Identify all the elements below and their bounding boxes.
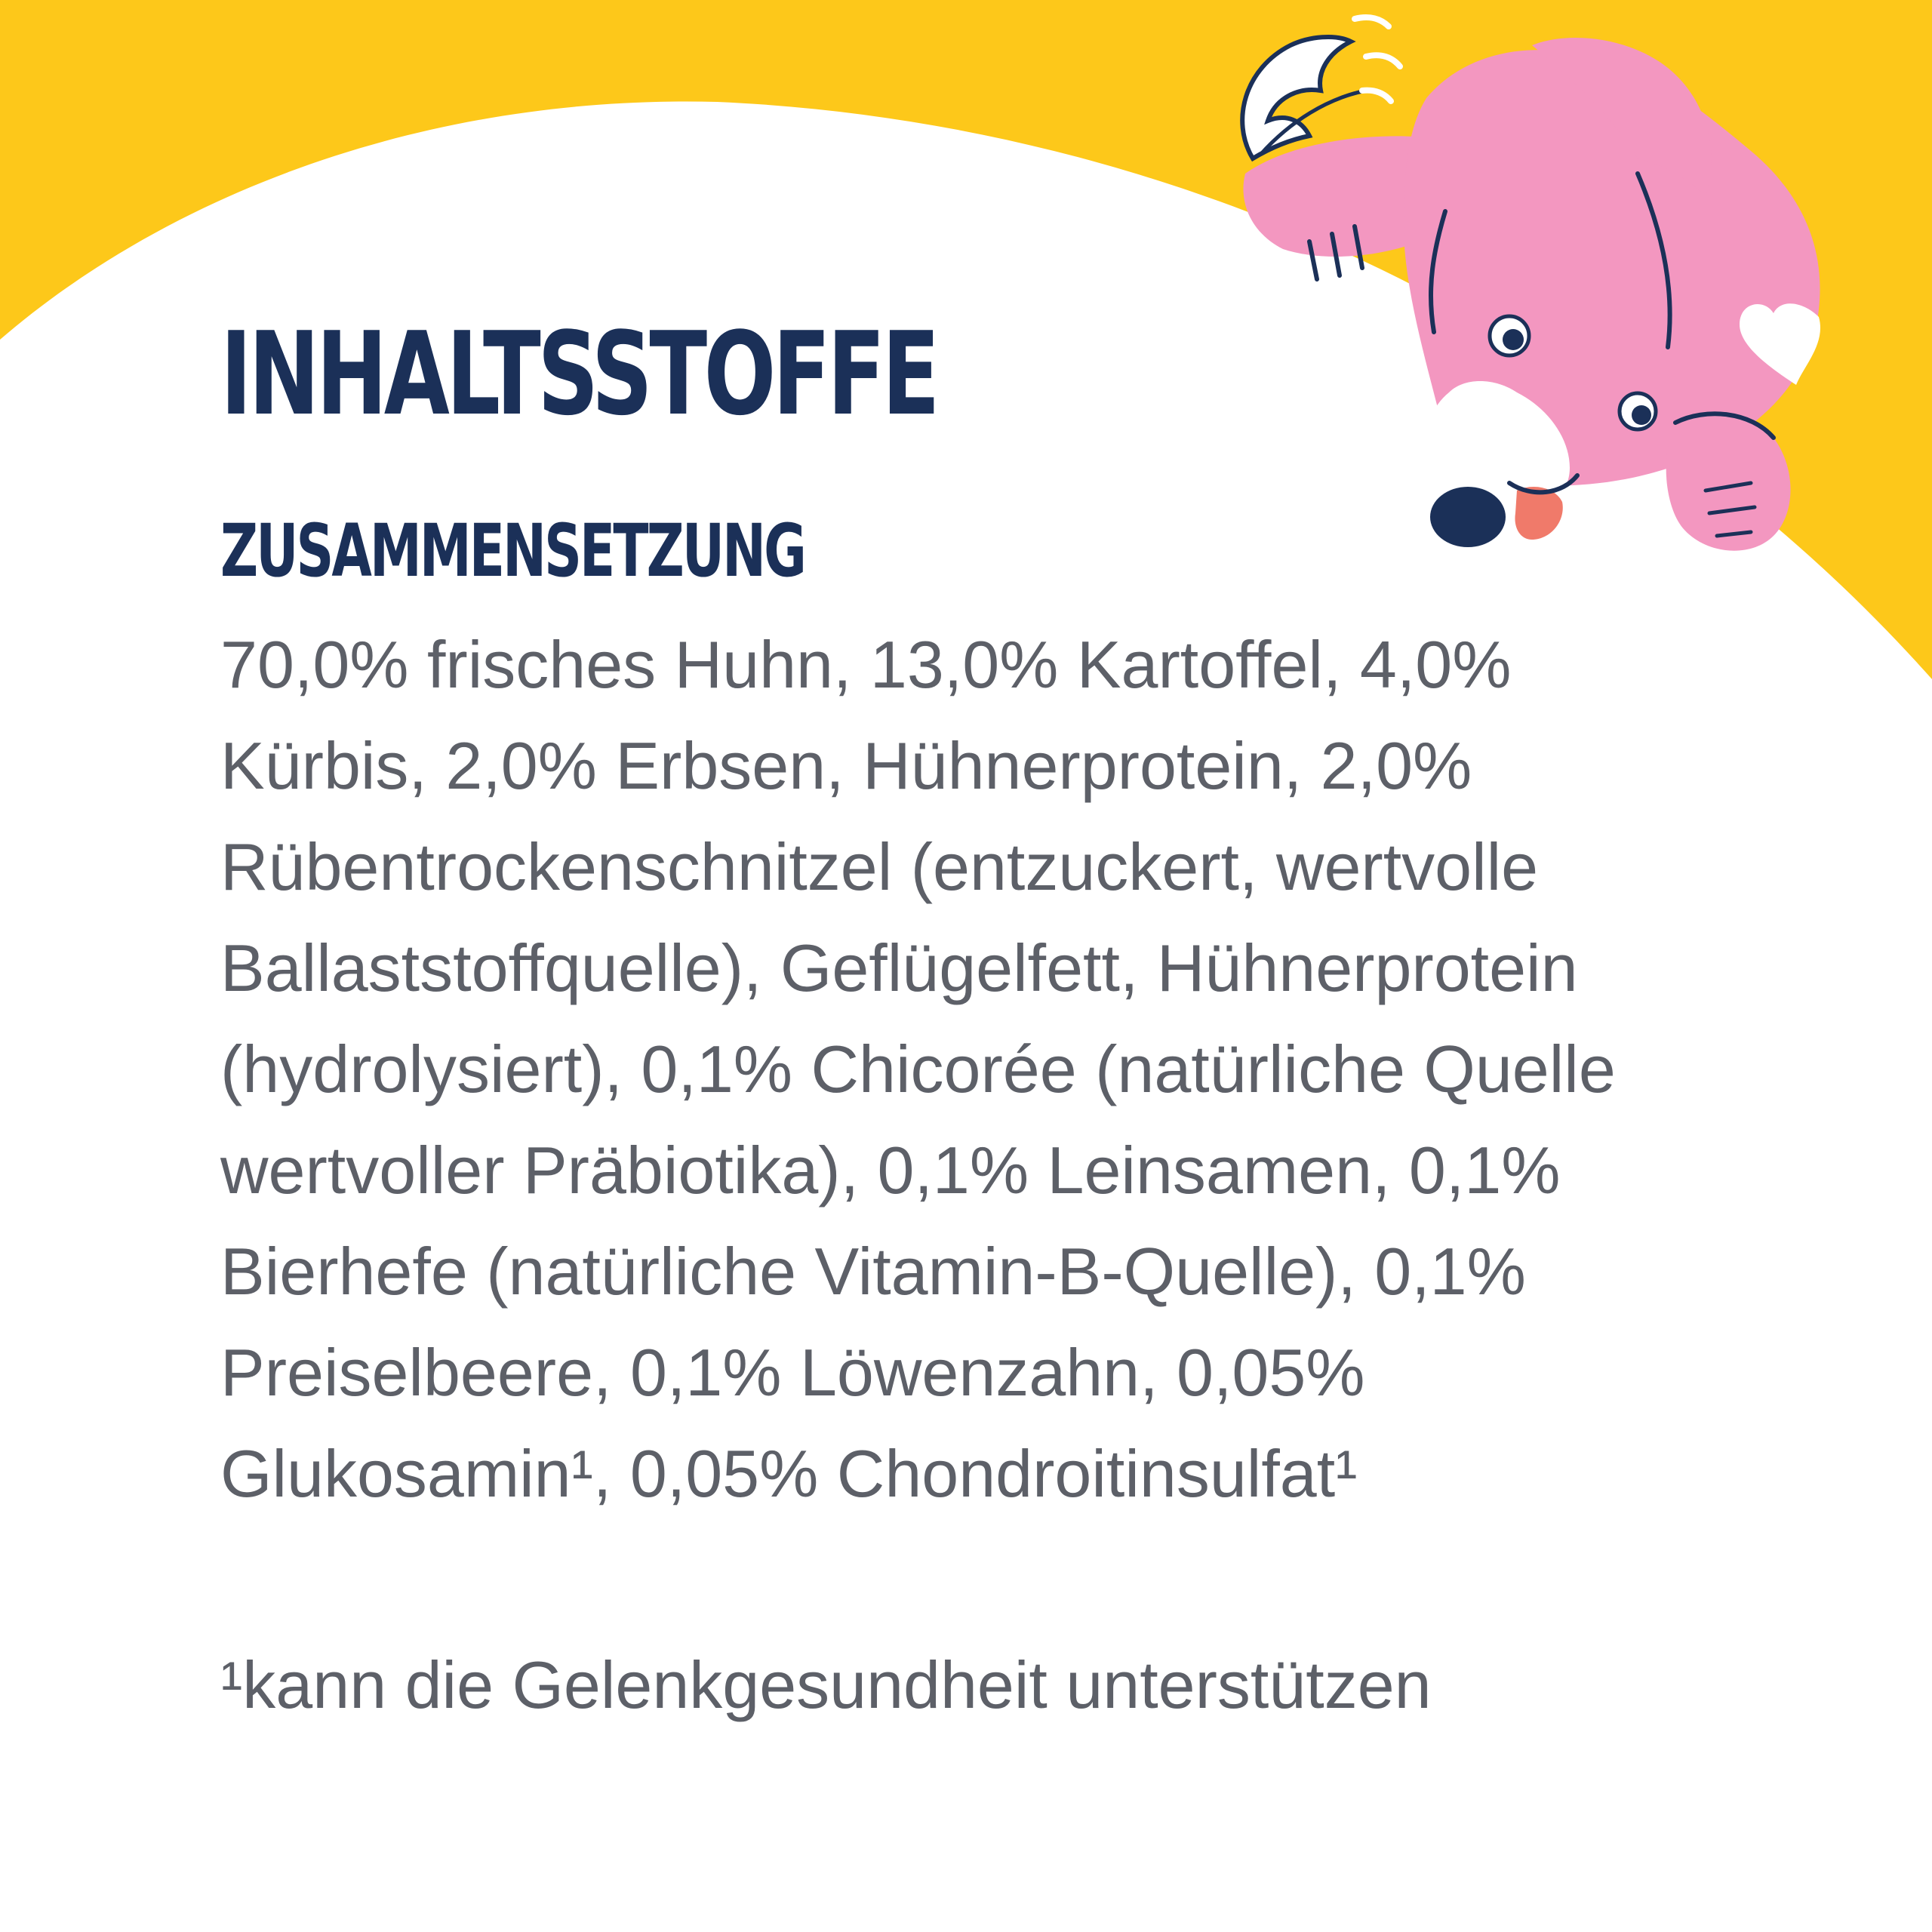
- ingredient-line: 70,0% frisches Huhn, 13,0% Kartoffel, 4,…: [220, 627, 1512, 702]
- ingredient-line: wertvoller Präbiotika), 0,1% Leinsamen, …: [220, 1133, 1561, 1208]
- pink-dog-mascot-icon: [1240, 14, 1821, 551]
- footnote: ¹kann die Gelenkgesundheit unterstützen: [220, 1647, 1432, 1722]
- ingredient-line: Bierhefe (natürliche Vitamin-B-Quelle), …: [220, 1234, 1526, 1309]
- ingredient-line: Kürbis, 2,0% Erbsen, Hühnerprotein, 2,0%: [220, 728, 1472, 803]
- ingredient-line: Glukosamin¹, 0,05% Chondroitinsulfat¹: [220, 1436, 1358, 1511]
- ingredients-list: 70,0% frisches Huhn, 13,0% Kartoffel, 4,…: [220, 614, 1843, 1524]
- page-title: INHALTSSTOFFE: [220, 307, 940, 441]
- section-subtitle: ZUSAMMENSETZUNG: [220, 509, 807, 593]
- ingredients-panel: INHALTSSTOFFE ZUSAMMENSETZUNG 70,0% fris…: [220, 317, 1843, 1736]
- ingredient-line: Ballaststoffquelle), Geflügelfett, Hühne…: [220, 931, 1578, 1005]
- ingredient-line: Preiselbeere, 0,1% Löwenzahn, 0,05%: [220, 1335, 1365, 1410]
- ingredient-line: Rübentrockenschnitzel (entzuckert, wertv…: [220, 829, 1539, 904]
- ingredient-line: (hydrolysiert), 0,1% Chicorée (natürlich…: [220, 1032, 1616, 1106]
